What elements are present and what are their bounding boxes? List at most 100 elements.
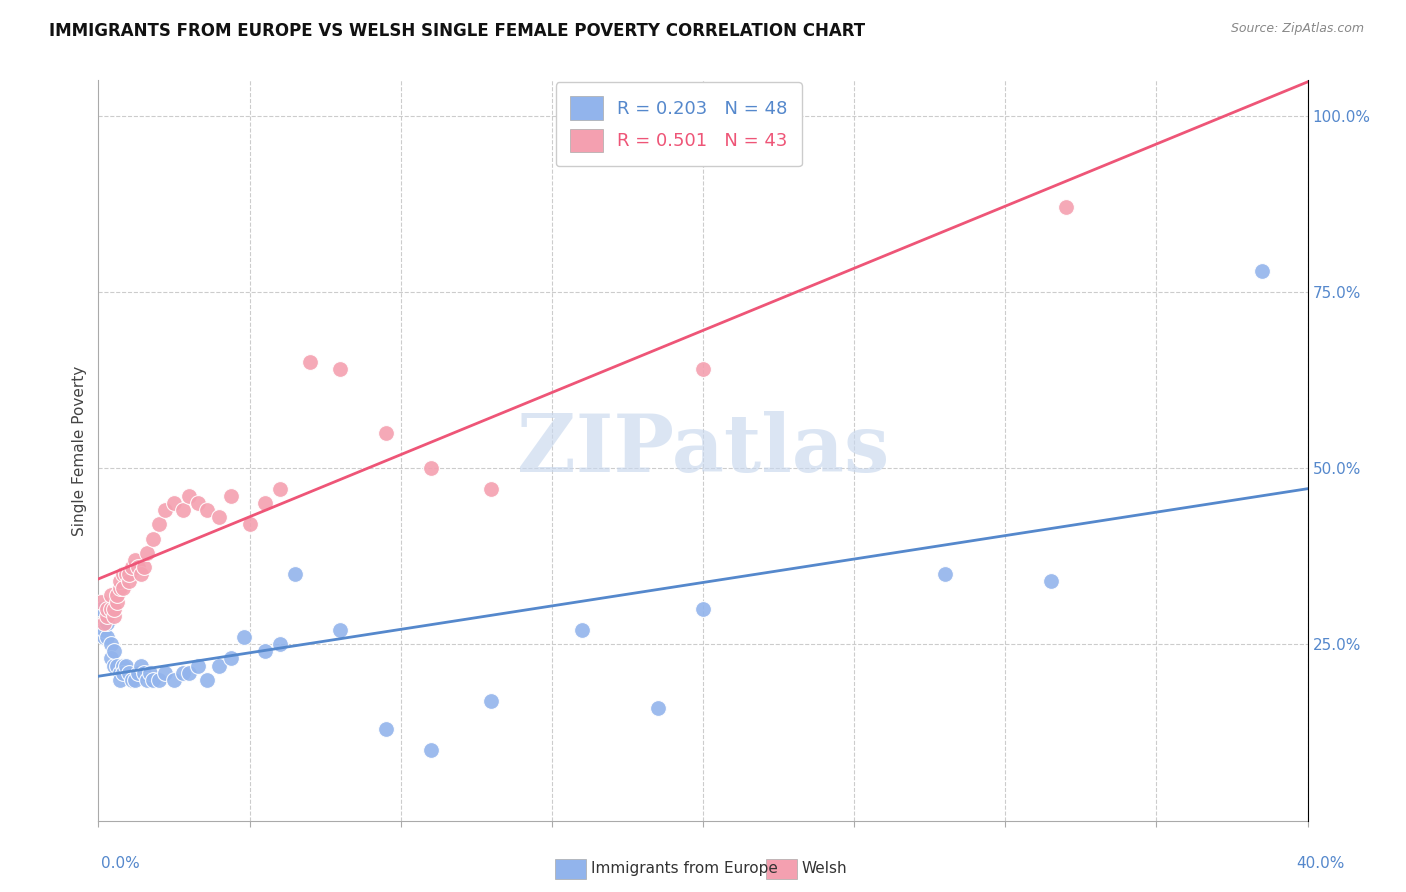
Point — [142, 673, 165, 687]
Point — [108, 673, 131, 687]
Point — [208, 510, 231, 524]
Point — [239, 517, 262, 532]
Point — [100, 602, 122, 616]
Point — [481, 482, 503, 496]
Point — [103, 644, 125, 658]
Point — [132, 665, 155, 680]
Point — [195, 503, 218, 517]
Point — [118, 665, 141, 680]
Y-axis label: Single Female Poverty: Single Female Poverty — [72, 366, 87, 535]
Point — [374, 722, 396, 736]
Point — [1251, 263, 1274, 277]
Point — [269, 637, 291, 651]
Point — [105, 595, 128, 609]
Point — [108, 665, 131, 680]
Point — [420, 461, 443, 475]
Point — [253, 644, 276, 658]
Point — [103, 602, 125, 616]
Point — [127, 559, 149, 574]
Point — [208, 658, 231, 673]
Point — [692, 602, 714, 616]
Point — [93, 624, 115, 638]
Point — [420, 743, 443, 757]
Point — [571, 624, 593, 638]
Point — [232, 630, 254, 644]
Point — [221, 489, 243, 503]
Point — [1039, 574, 1062, 588]
Point — [103, 609, 125, 624]
Point — [124, 553, 146, 567]
Point — [121, 673, 143, 687]
Text: 0.0%: 0.0% — [101, 856, 141, 871]
Point — [329, 624, 352, 638]
Point — [103, 658, 125, 673]
Point — [129, 658, 152, 673]
Point — [96, 602, 118, 616]
Text: IMMIGRANTS FROM EUROPE VS WELSH SINGLE FEMALE POVERTY CORRELATION CHART: IMMIGRANTS FROM EUROPE VS WELSH SINGLE F… — [49, 22, 865, 40]
Point — [111, 581, 134, 595]
Point — [111, 658, 134, 673]
Point — [105, 658, 128, 673]
Point — [118, 566, 141, 581]
Point — [163, 673, 186, 687]
Point — [90, 595, 112, 609]
Point — [127, 665, 149, 680]
Point — [90, 624, 112, 638]
Point — [111, 665, 134, 680]
Point — [111, 566, 134, 581]
Point — [153, 665, 176, 680]
Point — [148, 517, 170, 532]
Point — [187, 496, 209, 510]
Point — [114, 566, 136, 581]
Point — [221, 651, 243, 665]
Point — [93, 616, 115, 631]
Point — [96, 616, 118, 631]
Point — [187, 658, 209, 673]
Point — [100, 588, 122, 602]
Point — [148, 673, 170, 687]
Point — [121, 559, 143, 574]
Point — [284, 566, 307, 581]
Point — [329, 362, 352, 376]
Point — [163, 496, 186, 510]
Point — [692, 362, 714, 376]
Text: ZIPatlas: ZIPatlas — [517, 411, 889, 490]
Point — [253, 496, 276, 510]
Point — [129, 566, 152, 581]
Text: Welsh: Welsh — [801, 862, 846, 876]
Point — [647, 701, 669, 715]
Point — [374, 425, 396, 440]
Point — [96, 630, 118, 644]
Point — [105, 588, 128, 602]
Point — [118, 574, 141, 588]
Point — [100, 637, 122, 651]
Point — [139, 665, 162, 680]
Point — [153, 503, 176, 517]
Point — [172, 503, 194, 517]
Legend: R = 0.203   N = 48, R = 0.501   N = 43: R = 0.203 N = 48, R = 0.501 N = 43 — [555, 82, 801, 166]
Point — [108, 574, 131, 588]
Point — [269, 482, 291, 496]
Point — [172, 665, 194, 680]
Point — [96, 609, 118, 624]
Point — [934, 566, 956, 581]
Point — [195, 673, 218, 687]
Point — [132, 559, 155, 574]
Point — [135, 546, 157, 560]
Point — [90, 602, 112, 616]
Point — [108, 581, 131, 595]
Point — [179, 665, 201, 680]
Text: Immigrants from Europe: Immigrants from Europe — [591, 862, 778, 876]
Point — [179, 489, 201, 503]
Point — [135, 673, 157, 687]
Point — [142, 532, 165, 546]
Point — [93, 630, 115, 644]
Point — [299, 355, 322, 369]
Text: Source: ZipAtlas.com: Source: ZipAtlas.com — [1230, 22, 1364, 36]
Point — [124, 673, 146, 687]
Point — [1054, 200, 1077, 214]
Point — [100, 651, 122, 665]
Point — [481, 694, 503, 708]
Point — [114, 658, 136, 673]
Text: 40.0%: 40.0% — [1296, 856, 1344, 871]
